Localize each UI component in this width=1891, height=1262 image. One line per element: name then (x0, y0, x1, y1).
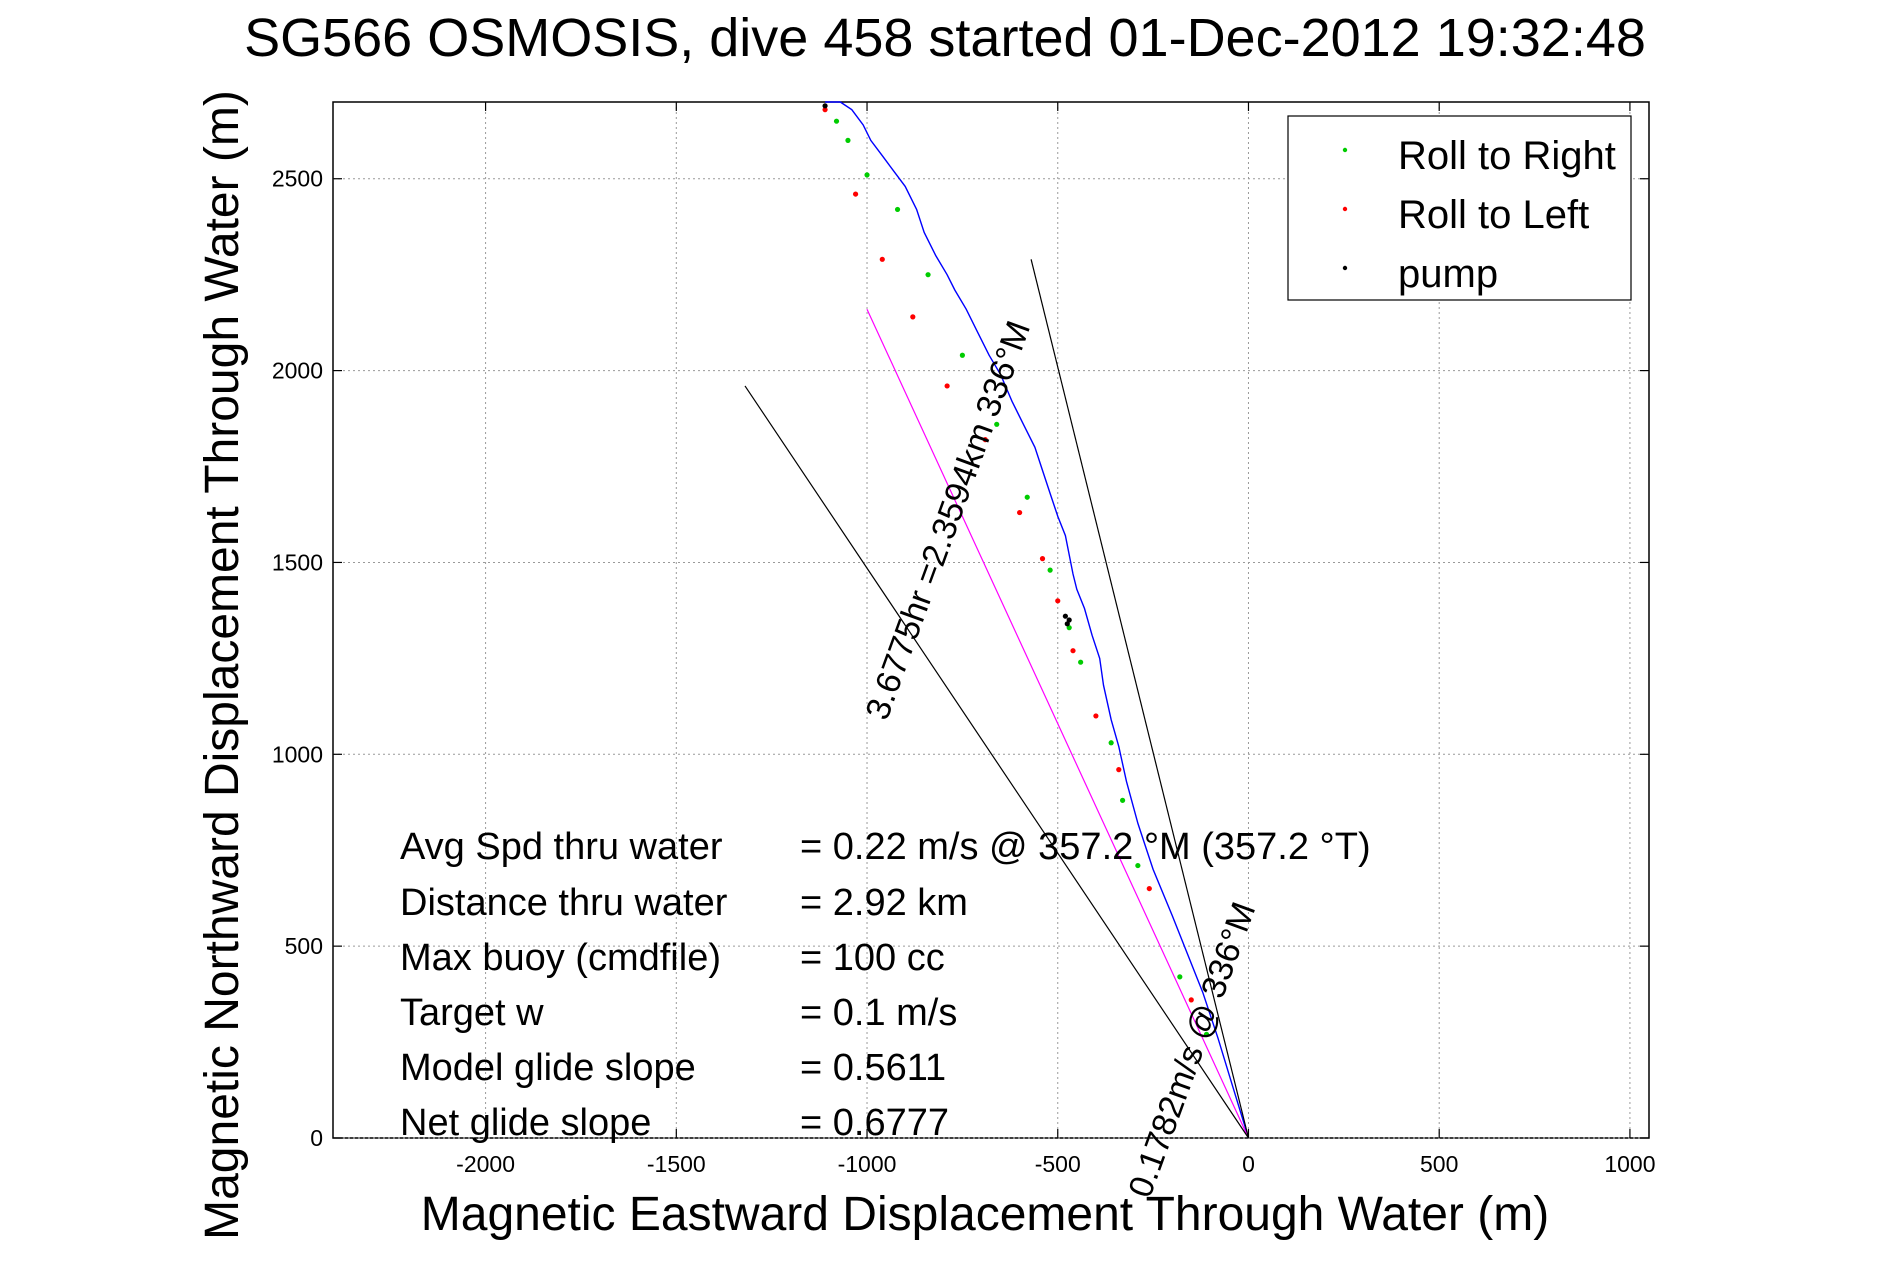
marker-roll-right (994, 421, 1000, 427)
legend-label-roll-right: Roll to Right (1398, 134, 1616, 178)
marker-roll-left (1017, 509, 1023, 516)
marker-roll-left (1146, 885, 1152, 892)
ann-label-net-glide: Net glide slope (400, 1102, 651, 1144)
y-tick-label: 1000 (272, 741, 323, 767)
ann-value-distance: = 2.92 km (800, 882, 968, 924)
marker-roll-right (1047, 567, 1053, 573)
legend: Roll to Right Roll to Left pump (1287, 115, 1632, 301)
ann-label-distance: Distance thru water (400, 882, 728, 924)
marker-roll-right (959, 352, 965, 358)
marker-roll-right (1066, 625, 1072, 631)
marker-roll-left (944, 383, 950, 389)
legend-label-pump: pump (1398, 252, 1498, 296)
marker-roll-right (1135, 862, 1141, 869)
marker-roll-right (1120, 797, 1126, 803)
y-tick-label: 0 (310, 1125, 323, 1151)
legend-label-roll-left: Roll to Left (1398, 193, 1589, 237)
marker-pump (1062, 613, 1068, 619)
marker-roll-left (1039, 556, 1046, 562)
series-layer (744, 101, 1250, 1139)
ann-label-avg-speed: Avg Spd thru water (400, 826, 723, 868)
marker-pump (822, 103, 828, 109)
x-tick-label: 1000 (1604, 1151, 1655, 1177)
x-axis-ticks: -2000 -1500 -1000 -500 0 500 1000 (456, 102, 1656, 1177)
marker-roll-left (982, 437, 988, 443)
chart-title: SG566 OSMOSIS, dive 458 started 01-Dec-2… (244, 8, 1646, 68)
marker-roll-right (1108, 740, 1114, 746)
marker-roll-right (894, 206, 901, 213)
ann-value-target-w: = 0.1 m/s (800, 992, 957, 1034)
y-tick-label: 500 (285, 933, 323, 959)
x-tick-label: -2000 (456, 1151, 515, 1177)
x-tick-label: -1500 (647, 1151, 706, 1177)
marker-roll-left (1188, 997, 1194, 1003)
marker-roll-right (833, 118, 840, 124)
legend-marker-roll-right (1342, 147, 1348, 153)
ann-label-target-w: Target w (400, 992, 544, 1034)
marker-roll-left (1070, 648, 1076, 654)
marker-roll-right (925, 272, 931, 278)
stats-annotations: Avg Spd thru water = 0.22 m/s @ 357.2 °M… (400, 826, 1371, 1144)
x-tick-label: -1000 (838, 1151, 897, 1177)
ann-value-max-buoy: = 100 cc (800, 937, 945, 979)
marker-roll-right (1078, 659, 1084, 665)
ann-value-net-glide: = 0.6777 (800, 1102, 949, 1144)
ann-label-model-glide: Model glide slope (400, 1047, 696, 1089)
ann-value-avg-speed: = 0.22 m/s @ 357.2 °M (357.2 °T) (800, 826, 1371, 868)
x-tick-label: 500 (1420, 1151, 1458, 1177)
y-axis-label: Magnetic Northward Displacement Through … (196, 90, 249, 1240)
marker-roll-right (1203, 1031, 1210, 1037)
marker-layer (822, 103, 1210, 1037)
marker-roll-right (1024, 494, 1030, 500)
y-tick-label: 2000 (272, 358, 323, 384)
ann-value-model-glide: = 0.5611 (800, 1047, 946, 1089)
y-tick-label: 2500 (272, 166, 323, 192)
x-tick-label: -500 (1035, 1151, 1081, 1177)
marker-roll-left (852, 191, 859, 197)
marker-roll-left (1093, 713, 1099, 719)
y-axis-ticks: 0 500 1000 1500 2000 2500 (272, 166, 1649, 1151)
legend-marker-roll-left (1342, 206, 1348, 212)
heading-line (866, 308, 1250, 1139)
heading-line (1030, 259, 1250, 1139)
marker-roll-right (864, 172, 870, 178)
marker-roll-left (1116, 767, 1122, 773)
marker-roll-right (845, 137, 851, 143)
marker-roll-left (822, 107, 828, 113)
heading-line (744, 385, 1249, 1139)
marker-roll-left (910, 314, 916, 320)
x-tick-label: 0 (1242, 1151, 1255, 1177)
glider-track-line (825, 101, 1250, 1139)
marker-roll-right (1177, 974, 1183, 980)
ann-label-max-buoy: Max buoy (cmdfile) (400, 937, 721, 979)
marker-pump (1066, 617, 1072, 623)
marker-pump (1064, 621, 1070, 627)
y-tick-label: 1500 (272, 549, 323, 575)
marker-roll-left (879, 256, 885, 262)
legend-marker-pump (1342, 265, 1348, 271)
marker-roll-left (1055, 598, 1061, 604)
x-axis-label: Magnetic Eastward Displacement Through W… (421, 1188, 1549, 1241)
